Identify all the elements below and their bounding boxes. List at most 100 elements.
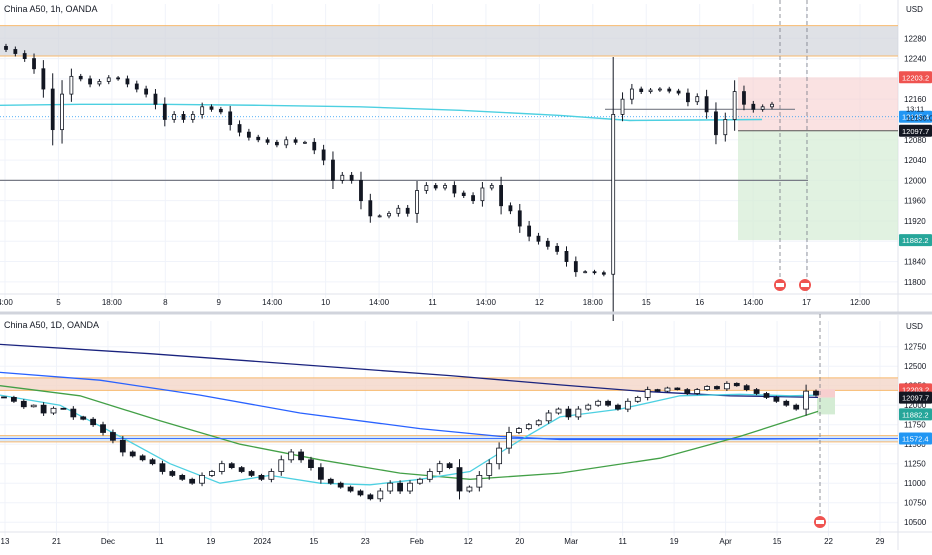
y-tick-label: 11800 (904, 278, 926, 287)
candle (337, 482, 344, 488)
x-tick-label: 12 (464, 537, 473, 546)
candle (60, 407, 67, 410)
candle (189, 478, 196, 484)
y-tick-label: 12750 (904, 343, 927, 352)
y-tick-label: 12000 (904, 176, 927, 185)
candle (303, 141, 307, 144)
candle (20, 400, 27, 408)
y-tick-label: 11000 (904, 479, 926, 488)
candle (525, 424, 532, 430)
candle (70, 408, 77, 418)
candle (288, 451, 295, 461)
candle (387, 482, 394, 492)
y-tick-label: 10500 (904, 518, 927, 527)
y-tick-label: 12000 (904, 401, 927, 410)
y-tick-label: 12280 (904, 34, 927, 43)
candle (116, 77, 120, 80)
x-tick-label: 13 (1, 537, 10, 546)
candle (4, 46, 8, 50)
x-tick-label: 11 (428, 298, 437, 307)
x-tick-label: 9 (217, 298, 222, 307)
y-tick-label: 11960 (904, 197, 926, 206)
candle (139, 455, 146, 461)
stop-loss-zone (817, 389, 835, 398)
candle (106, 77, 111, 82)
candle (555, 408, 562, 414)
candle (466, 486, 473, 492)
candle (536, 235, 541, 242)
candle (508, 205, 513, 212)
x-tick-label: 14:00 (262, 298, 283, 307)
x-tick-label: Mar (564, 537, 578, 546)
candle (456, 467, 463, 492)
candle (209, 106, 214, 110)
x-tick-label: 29 (876, 537, 885, 546)
candle (732, 91, 737, 120)
candle (340, 174, 345, 181)
candle (654, 389, 661, 392)
x-tick-label: 15 (309, 537, 318, 546)
candle (452, 185, 457, 194)
y-tick-label: 11250 (904, 460, 926, 469)
price-label (899, 71, 932, 84)
candle (476, 474, 483, 488)
candle (13, 49, 18, 54)
candle (129, 451, 136, 457)
candle (489, 185, 494, 189)
candle (181, 114, 186, 120)
x-tick-label: 19 (670, 537, 679, 546)
candle (634, 396, 641, 402)
candle (605, 400, 611, 406)
candle (565, 408, 572, 418)
candle (228, 463, 235, 469)
candle (278, 459, 285, 472)
x-tick-label: 19 (206, 537, 215, 546)
candle (190, 114, 195, 120)
candle (793, 404, 800, 410)
candle (60, 93, 64, 131)
candle (331, 159, 335, 181)
us-flag-icon-stripe (816, 520, 824, 524)
candle (480, 187, 485, 202)
candle (218, 108, 223, 113)
candle (573, 261, 578, 273)
candle (704, 386, 710, 391)
candle (159, 463, 166, 472)
candle (773, 396, 780, 402)
x-tick-label: 17 (802, 298, 811, 307)
y-tick-label: 11840 (904, 258, 926, 267)
candle (433, 185, 438, 189)
price-label-text: 12203.2 (902, 73, 929, 82)
candle (40, 404, 47, 414)
candle (347, 486, 354, 492)
x-tick-label: 16 (695, 298, 704, 307)
x-tick-label: 15 (773, 537, 782, 546)
candle (200, 106, 205, 115)
candle (228, 111, 233, 125)
candle (30, 404, 37, 408)
candle (545, 412, 552, 422)
candle (723, 119, 728, 136)
candle (162, 103, 167, 120)
candle (644, 389, 651, 398)
candle (813, 390, 819, 396)
us-flag-icon-stripe (801, 283, 809, 287)
candle (783, 400, 790, 406)
candle (694, 389, 701, 394)
y-tick-label: 12080 (904, 136, 927, 145)
currency-label: USD (906, 5, 923, 14)
candle (417, 478, 423, 484)
chart-title: China A50, 1D, OANDA (4, 320, 99, 330)
candle (733, 382, 740, 387)
candle (179, 474, 186, 480)
candle (443, 185, 447, 189)
price-label-text: 11882.2 (902, 236, 929, 245)
candle (545, 240, 550, 247)
candle (648, 89, 653, 92)
candle (684, 389, 691, 394)
candle (50, 88, 55, 131)
price-label (899, 124, 932, 137)
candle (11, 396, 17, 402)
candle (169, 471, 176, 476)
